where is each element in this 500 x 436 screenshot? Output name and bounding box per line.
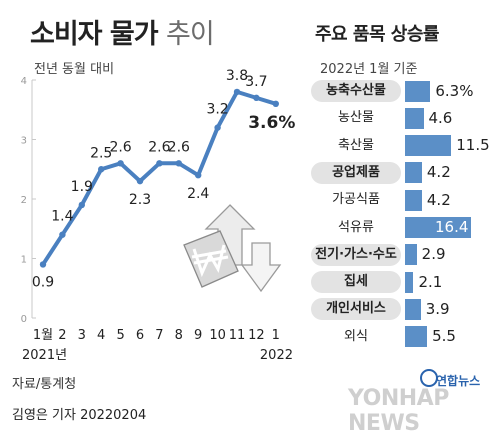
- x-tick-label: 5: [116, 328, 124, 343]
- value-label: 2.6: [168, 139, 190, 155]
- x-tick-label: 1월: [33, 328, 53, 343]
- bar: [405, 162, 422, 184]
- year-label: 2022: [260, 348, 293, 363]
- bar-category-label: 석유류: [338, 219, 374, 235]
- logo-english: YONHAP NEWS: [348, 386, 449, 436]
- y-tick-label: 3: [21, 136, 27, 147]
- data-point: [272, 100, 279, 108]
- bar-value-label: 2.1: [418, 272, 443, 291]
- line-chart-labels: 0.91.41.92.52.62.32.62.62.43.23.83.73.6%…: [22, 68, 295, 363]
- data-point: [175, 160, 182, 167]
- value-label: 0.9: [32, 274, 54, 290]
- value-label: 3.2: [206, 102, 228, 118]
- data-point: [214, 124, 221, 131]
- data-point: [195, 172, 202, 179]
- bar-value-label: 11.5: [456, 136, 490, 155]
- data-point: [59, 231, 66, 238]
- value-label: 3.8: [226, 68, 248, 84]
- bar-value-label: 6.3%: [435, 81, 474, 100]
- bar: [405, 189, 422, 211]
- value-label: 2.6: [109, 139, 131, 155]
- bar: [405, 217, 471, 238]
- data-point: [233, 88, 241, 96]
- value-label: 2.5: [90, 145, 112, 161]
- source-note: 자료/통계청: [12, 377, 77, 392]
- x-tick-label: 3: [78, 328, 86, 343]
- credit-line: 김영은 기자 20220204: [12, 408, 147, 423]
- data-point: [78, 201, 86, 209]
- bar-category-label: 공업제품: [311, 161, 401, 184]
- y-tick-label: 2: [21, 195, 27, 206]
- x-tick-label: 6: [136, 328, 144, 343]
- bar: [405, 244, 417, 266]
- data-point: [39, 261, 47, 268]
- x-tick-label: 1: [272, 328, 280, 343]
- bar-value-label: 2.9: [421, 245, 446, 264]
- arrow-down-shape: [240, 242, 282, 293]
- right-chart-title: 주요 품목 상승률: [315, 24, 439, 45]
- value-label: 1.9: [71, 179, 93, 195]
- bar-category-label: 전기·가스·수도: [311, 243, 401, 266]
- bar-value-label: 3.9: [425, 299, 450, 318]
- left-title-main: 소비자 물가: [30, 19, 159, 50]
- y-tick-label: 0: [21, 314, 27, 325]
- data-point: [156, 160, 163, 167]
- won-sign-shape: [191, 244, 229, 278]
- bar: [405, 80, 431, 102]
- x-tick-label: 10: [209, 328, 226, 343]
- x-tick-label: 11: [229, 328, 246, 343]
- value-label: 1.4: [51, 209, 73, 225]
- bar-value-label: 4.2: [426, 190, 451, 209]
- right-chart-subtitle: 2022년 1월 기준: [320, 62, 418, 77]
- bar-category-label: 집세: [311, 271, 401, 294]
- bar-category-label: 개인서비스: [311, 298, 401, 321]
- value-label: 2.3: [129, 192, 151, 208]
- yonhap-logo-icon: [420, 369, 438, 387]
- data-point: [98, 166, 105, 173]
- x-tick-label: 2: [58, 328, 66, 343]
- x-tick-label: 7: [155, 328, 163, 343]
- bar-value-label: 4.2: [426, 163, 451, 182]
- x-tick-label: 9: [194, 328, 202, 343]
- bar-category-label: 축산물: [338, 137, 374, 153]
- line-chart-series: [39, 88, 279, 268]
- year-label: 2021년: [22, 348, 67, 363]
- data-point: [117, 160, 124, 167]
- bar-value-label: 5.5: [432, 327, 456, 346]
- x-tick-label: 12: [248, 328, 265, 343]
- left-chart-subtitle: 전년 동월 대비: [34, 62, 115, 77]
- value-label: 2.4: [187, 186, 209, 202]
- y-tick-label: 1: [21, 255, 27, 266]
- bar: [405, 326, 428, 348]
- value-label: 2.6: [148, 139, 170, 155]
- bar-value-label: 4.6: [428, 108, 453, 127]
- bar-category-label: 농축수산물: [311, 80, 401, 102]
- left-chart-title: 소비자 물가 추이: [30, 12, 215, 51]
- bar: [405, 271, 414, 293]
- bar: [405, 107, 424, 129]
- line-chart-axis: 0 1 2 3 4: [21, 76, 36, 325]
- bar-category-label: 농산물: [338, 110, 374, 126]
- bar-category-label: 외식: [344, 328, 368, 344]
- won-up-down-arrows-icon: [183, 204, 282, 293]
- value-label: 3.6%: [248, 113, 295, 133]
- value-label: 3.7: [245, 74, 267, 90]
- y-tick-label: 4: [21, 76, 27, 87]
- data-point: [136, 177, 144, 185]
- bar-category-label: 가공식품: [332, 192, 380, 208]
- bar: [405, 135, 452, 157]
- bar-value-label: 16.4: [435, 218, 469, 236]
- x-tick-label: 4: [97, 328, 105, 343]
- left-title-light: 추이: [166, 19, 215, 50]
- logo-korean: 연합뉴스: [436, 374, 481, 388]
- bar: [405, 298, 421, 320]
- x-tick-label: 8: [175, 328, 183, 343]
- data-point: [253, 94, 260, 102]
